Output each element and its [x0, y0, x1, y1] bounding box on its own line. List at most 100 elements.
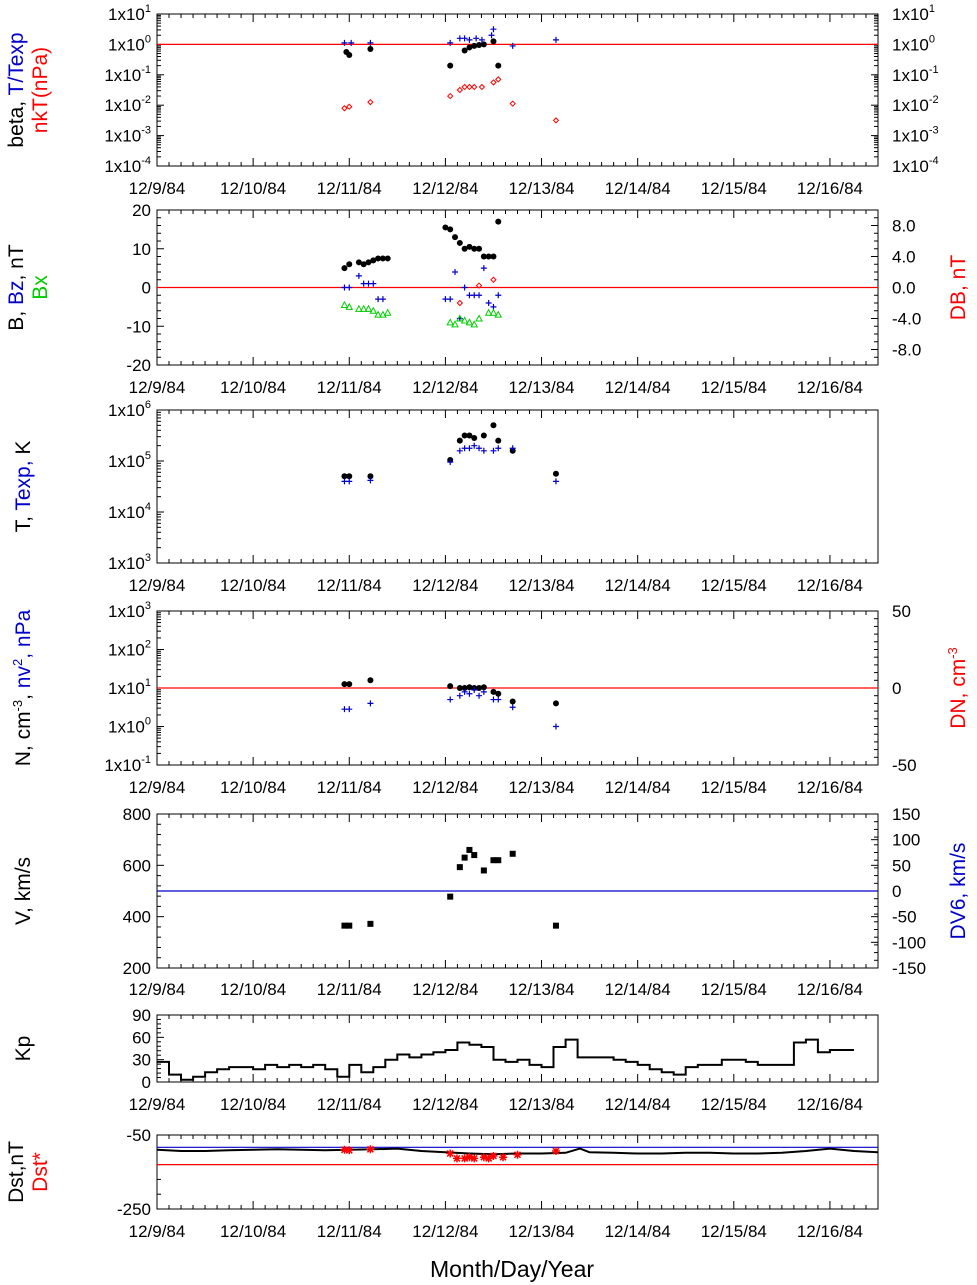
speed-point — [456, 864, 463, 871]
field-point — [346, 284, 353, 291]
field-point — [475, 314, 483, 322]
beta-series-1 — [341, 26, 559, 49]
field-point — [355, 304, 363, 312]
x-axis-title: Month/Day/Year — [430, 1256, 594, 1282]
field-point — [370, 257, 377, 264]
field-point — [370, 280, 377, 287]
x-tick-label: 12/9/84 — [129, 1095, 186, 1114]
x-tick-label: 12/16/84 — [797, 778, 863, 797]
field-point — [379, 255, 386, 262]
field-point — [447, 296, 454, 303]
panel-dst: 12/9/84 12/10/84 12/11/84 12/12/84 12/13/84 1… — [5, 1126, 879, 1241]
beta-point — [552, 36, 559, 43]
field-point — [480, 265, 487, 272]
x-tick-label: 12/13/84 — [508, 778, 574, 797]
beta-point — [466, 44, 473, 51]
temp-point — [480, 447, 487, 454]
density-point — [367, 700, 374, 707]
x-tick-label: 12/11/84 — [317, 576, 382, 595]
temp-point — [509, 445, 516, 452]
field-point — [461, 284, 468, 291]
right-axis-label: DB, nT — [947, 255, 970, 321]
dst-point — [446, 1149, 455, 1158]
density-point — [495, 696, 502, 703]
temp-series-1 — [341, 442, 559, 485]
x-tick-label: 12/16/84 — [797, 576, 863, 595]
beta-point — [447, 39, 454, 46]
field-series-0 — [341, 218, 502, 272]
right-tick-label: -50 — [892, 756, 917, 775]
field-point — [360, 261, 367, 268]
right-tick-label: 1x10-3 — [892, 125, 939, 146]
density-point — [456, 692, 463, 699]
field-point — [375, 255, 382, 262]
right-tick-label: -4.0 — [892, 310, 921, 329]
field-point — [484, 308, 493, 316]
y-tick-label: 1x103 — [108, 600, 151, 621]
field-point — [345, 302, 354, 310]
y-tick-label: 10 — [132, 240, 151, 259]
kp-line — [157, 1038, 854, 1081]
x-tick-label: 12/11/84 — [317, 980, 382, 999]
y-tick-label: 1x100 — [108, 33, 151, 54]
x-tick-label: 12/12/84 — [412, 778, 478, 797]
field-point — [465, 318, 474, 326]
x-tick-label: 12/9/84 — [129, 576, 186, 595]
x-tick-label: 12/10/84 — [220, 378, 286, 397]
y-tick-label: 600 — [123, 856, 151, 875]
field-point — [374, 310, 382, 318]
x-tick-label: 12/9/84 — [129, 378, 186, 397]
x-tick-label: 12/12/84 — [412, 1095, 478, 1114]
y-tick-label: 1x104 — [108, 501, 151, 522]
y-tick-label: 1x100 — [108, 716, 151, 737]
field-point — [451, 320, 459, 328]
beta-series-0 — [343, 38, 502, 69]
right-tick-label: 0 — [892, 679, 901, 698]
field-point — [384, 255, 391, 262]
field-point — [490, 276, 497, 283]
dst-point — [513, 1150, 522, 1159]
right-tick-label: 1x100 — [892, 33, 935, 54]
x-tick-label: 12/16/84 — [797, 378, 863, 397]
field-point — [490, 253, 497, 260]
x-tick-label: 12/16/84 — [797, 980, 863, 999]
x-tick-label: 12/15/84 — [701, 1222, 767, 1241]
temp-point — [346, 473, 353, 480]
dst-point — [465, 1153, 474, 1162]
y-tick-label: 400 — [123, 908, 151, 927]
temp-point — [471, 442, 478, 449]
speed-point — [471, 852, 478, 859]
speed-point — [509, 850, 516, 857]
plot-frame — [156, 1014, 879, 1083]
density-point — [476, 685, 483, 691]
speed-point — [341, 922, 348, 929]
x-tick-label: 12/14/84 — [605, 1222, 671, 1241]
right-tick-label: 0.0 — [892, 279, 916, 298]
density-point — [466, 684, 473, 691]
right-axis-label: DN, cm-3 — [945, 647, 970, 729]
y-tick-label: 1x10-1 — [104, 64, 151, 85]
field-point — [460, 316, 469, 324]
temp-point — [466, 432, 473, 439]
right-tick-label: -8.0 — [892, 341, 921, 360]
temp-point — [461, 432, 468, 439]
field-point — [475, 282, 483, 289]
density-point — [466, 690, 473, 697]
field-point — [364, 304, 373, 312]
x-tick-label: 12/15/84 — [701, 1095, 767, 1114]
y-tick-label: 1x101 — [108, 677, 151, 698]
right-tick-label: -150 — [892, 959, 926, 978]
x-tick-label: 12/13/84 — [508, 1095, 574, 1114]
beta-point — [466, 83, 473, 91]
temp-point — [466, 445, 473, 452]
y-axis-label: N, cm-3, nv2, nPa — [10, 609, 35, 766]
x-tick-label: 12/14/84 — [605, 980, 671, 999]
x-tick-label: 12/12/84 — [412, 980, 478, 999]
beta-point — [495, 76, 502, 83]
x-tick-label: 12/14/84 — [605, 1095, 671, 1114]
beta-point — [471, 42, 478, 49]
temp-point — [495, 437, 502, 444]
beta-point — [509, 42, 516, 49]
field-point — [485, 253, 492, 260]
